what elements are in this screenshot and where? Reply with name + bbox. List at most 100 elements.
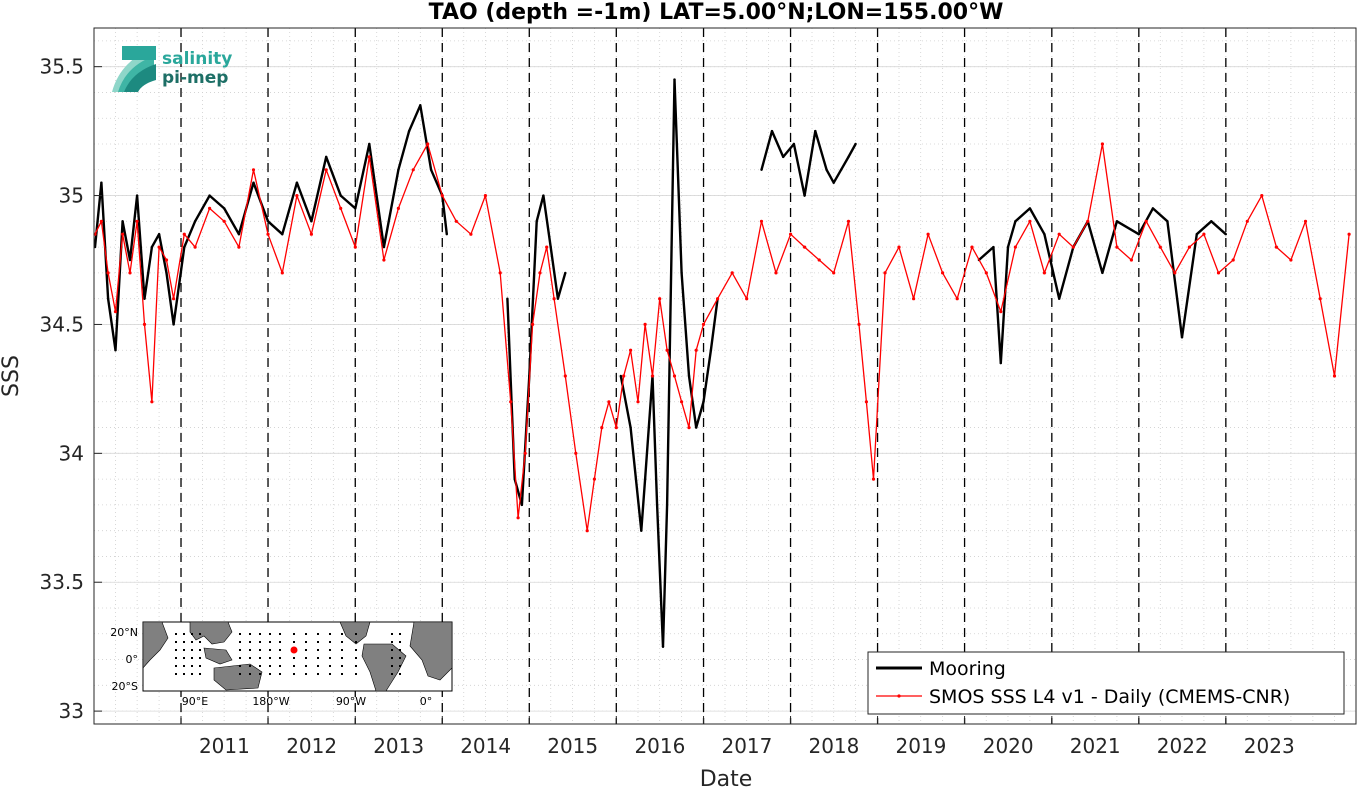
buoy-dot — [293, 673, 295, 675]
y-tick-label: 34.5 — [39, 312, 84, 336]
map-lat-label-south: 20°S — [112, 680, 138, 693]
buoy-dot — [239, 633, 241, 635]
series-line-mooring — [619, 78, 719, 648]
buoy-dot — [317, 641, 319, 643]
buoy-dot — [199, 657, 201, 659]
x-tick-label: 2015 — [547, 734, 598, 758]
buoy-dot — [293, 641, 295, 643]
y-tick-label: 35.5 — [39, 55, 84, 79]
buoy-dot — [355, 641, 357, 643]
legend: Mooring SMOS SSS L4 v1 - Daily (CMEMS-CN… — [867, 651, 1345, 715]
buoy-dot — [175, 649, 177, 651]
buoy-dot — [199, 649, 201, 651]
buoy-dot — [305, 641, 307, 643]
buoy-dot — [239, 673, 241, 675]
buoy-dot — [259, 673, 261, 675]
buoy-dot — [329, 641, 331, 643]
series-line-mooring — [506, 194, 567, 507]
buoy-dot — [355, 649, 357, 651]
x-tick-label: 2022 — [1157, 734, 1208, 758]
x-tick-label: 2020 — [983, 734, 1034, 758]
buoy-dot — [305, 657, 307, 659]
buoy-dot — [191, 649, 193, 651]
buoy-dot — [399, 641, 401, 643]
buoy-dot — [175, 657, 177, 659]
buoy-dot — [329, 649, 331, 651]
waves-icon — [112, 46, 156, 92]
buoy-dot — [175, 673, 177, 675]
buoy-dot — [249, 641, 251, 643]
legend-marker-smos — [897, 694, 901, 698]
buoy-dot — [191, 665, 193, 667]
buoy-dot — [317, 665, 319, 667]
inset-map: 20°N 0° 20°S 90°E 180°W 90°W 0° — [110, 621, 453, 708]
buoy-dot — [183, 673, 185, 675]
buoy-dot — [355, 673, 357, 675]
map-lon-label-180: 180°W — [252, 695, 289, 708]
buoy-dot — [199, 633, 201, 635]
axis-ticks: 2011 2012 2013 2014 2015 2016 2017 2018 2019 2020… — [39, 55, 1294, 758]
buoy-dot — [329, 673, 331, 675]
map-lon-label-0: 0° — [420, 695, 433, 708]
buoy-dot — [249, 649, 251, 651]
grid — [94, 28, 1356, 724]
buoy-dot — [269, 641, 271, 643]
y-tick-label: 35 — [59, 184, 84, 208]
x-tick-label: 2023 — [1244, 734, 1295, 758]
series-line-mooring — [760, 129, 857, 197]
buoy-dot — [341, 633, 343, 635]
buoy-dot — [305, 649, 307, 651]
x-tick-label: 2011 — [199, 734, 250, 758]
x-tick-label: 2013 — [373, 734, 424, 758]
buoy-dot — [305, 665, 307, 667]
buoy-dot — [279, 633, 281, 635]
buoy-dot — [317, 649, 319, 651]
buoy-dot — [341, 641, 343, 643]
map-lon-label-90w: 90°W — [336, 695, 366, 708]
buoy-dot — [391, 641, 393, 643]
plot-frame — [93, 27, 1357, 725]
buoy-dot — [191, 641, 193, 643]
buoy-dot — [355, 665, 357, 667]
buoy-dot — [305, 633, 307, 635]
buoy-dot — [391, 649, 393, 651]
logo-text-top: salinity — [162, 49, 232, 69]
y-tick-label: 33.5 — [39, 570, 84, 594]
buoy-dot — [183, 657, 185, 659]
buoy-dot — [329, 633, 331, 635]
buoy-dot — [341, 657, 343, 659]
buoy-dot — [259, 657, 261, 659]
logo-text-bottom: pi-mep — [162, 68, 228, 88]
legend-label-smos: SMOS SSS L4 v1 - Daily (CMEMS-CNR) — [929, 686, 1290, 708]
x-axis-label: Date — [700, 767, 753, 790]
series-line-smos — [94, 143, 1350, 532]
series-line-mooring — [93, 104, 448, 352]
buoy-dot — [191, 657, 193, 659]
buoy-dot — [399, 657, 401, 659]
legend-label-mooring: Mooring — [929, 658, 1006, 680]
buoy-dot — [399, 649, 401, 651]
y-tick-label: 33 — [59, 699, 84, 723]
map-lat-label-equator: 0° — [126, 653, 139, 666]
buoy-dot — [239, 641, 241, 643]
buoy-dot — [239, 665, 241, 667]
buoy-dot — [191, 633, 193, 635]
series-group — [93, 78, 1351, 648]
buoy-dot — [391, 673, 393, 675]
x-tick-label: 2016 — [634, 734, 685, 758]
buoy-dot — [183, 649, 185, 651]
buoy-dot — [293, 633, 295, 635]
buoy-dot — [391, 633, 393, 635]
buoy-dot — [175, 641, 177, 643]
buoy-dot — [279, 641, 281, 643]
buoy-dot — [317, 633, 319, 635]
buoy-dot — [199, 665, 201, 667]
buoy-dot — [355, 633, 357, 635]
buoy-dot — [279, 673, 281, 675]
data-point-smos — [1347, 232, 1351, 236]
buoy-dot — [183, 641, 185, 643]
buoy-dot — [175, 665, 177, 667]
buoy-dot — [399, 673, 401, 675]
buoy-dot — [249, 657, 251, 659]
buoy-dot — [199, 641, 201, 643]
